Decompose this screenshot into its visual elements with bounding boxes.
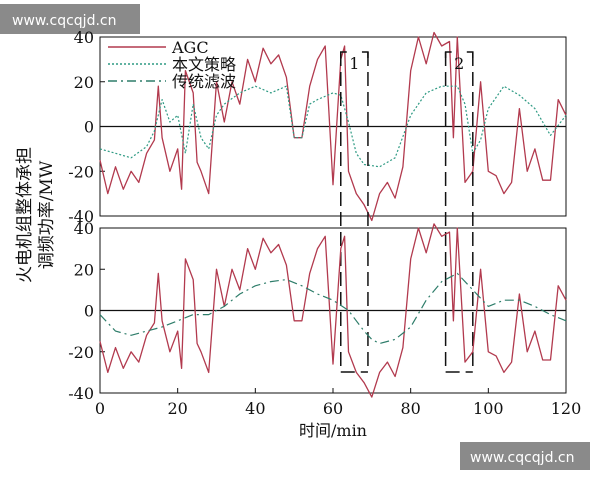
- x-tick-label: 80: [400, 399, 420, 418]
- y-tick-label: 40: [74, 219, 94, 238]
- x-axis-label: 时间/min: [299, 421, 367, 440]
- annotation-label: 2: [454, 54, 464, 73]
- bottom-panel: -40 -20 0 20 40 0 20 40 60 80 100 120: [68, 219, 581, 418]
- legend-label-strategy: 本文策略: [172, 55, 236, 74]
- y-tick-label: 40: [74, 28, 94, 47]
- annotation-bracket-left: [444, 51, 452, 58]
- y-tick-label: -40: [68, 207, 94, 226]
- top-panel: -40 -20 0 20 40 1 2: [68, 28, 567, 373]
- x-tick-label: 20: [167, 399, 187, 418]
- watermark-top-text: www.cqcqjd.cn: [12, 13, 116, 29]
- watermark-bottom: www.cqcqjd.cn: [460, 442, 590, 470]
- series-line-agc: [99, 223, 567, 398]
- y-tick-label: 20: [74, 73, 94, 92]
- y-tick-label: 0: [84, 118, 94, 137]
- annotation-label: 1: [349, 54, 359, 73]
- legend-label-agc: AGC: [171, 38, 209, 57]
- x-tick-label: 60: [323, 399, 343, 418]
- watermark-bottom-text: www.cqcqjd.cn: [470, 450, 574, 466]
- x-tick-label: 120: [551, 399, 582, 418]
- series-line-traditional: [99, 272, 567, 345]
- watermark-top: www.cqcqjd.cn: [0, 4, 140, 34]
- watermark-bottom-bg: [460, 442, 590, 470]
- legend: AGC 本文策略 传统滤波: [108, 38, 236, 91]
- watermark-top-bg: [0, 4, 140, 34]
- y-tick-label: -20: [68, 343, 94, 362]
- y-tick-label: -40: [68, 384, 94, 403]
- annotation-bracket-right: [361, 51, 369, 58]
- y-axis-label: 火电机组整体承担 调频功率/MW: [15, 147, 57, 283]
- annotation-bracket-right: [466, 51, 474, 58]
- y-axis-label-line: 调频功率/MW: [37, 160, 57, 269]
- series-line-agc: [99, 31, 567, 222]
- y-tick-label: 20: [74, 260, 94, 279]
- legend-label-traditional: 传统滤波: [172, 72, 236, 91]
- x-tick-label: 0: [95, 399, 105, 418]
- annotation-bracket-left: [340, 51, 347, 58]
- y-tick-label: 0: [84, 302, 94, 321]
- series-line-strategy: [99, 85, 567, 168]
- x-tick-label: 100: [473, 399, 504, 418]
- y-axis-label-line: 火电机组整体承担: [15, 147, 35, 283]
- y-tick-label: -20: [68, 162, 94, 181]
- x-tick-label: 40: [245, 399, 265, 418]
